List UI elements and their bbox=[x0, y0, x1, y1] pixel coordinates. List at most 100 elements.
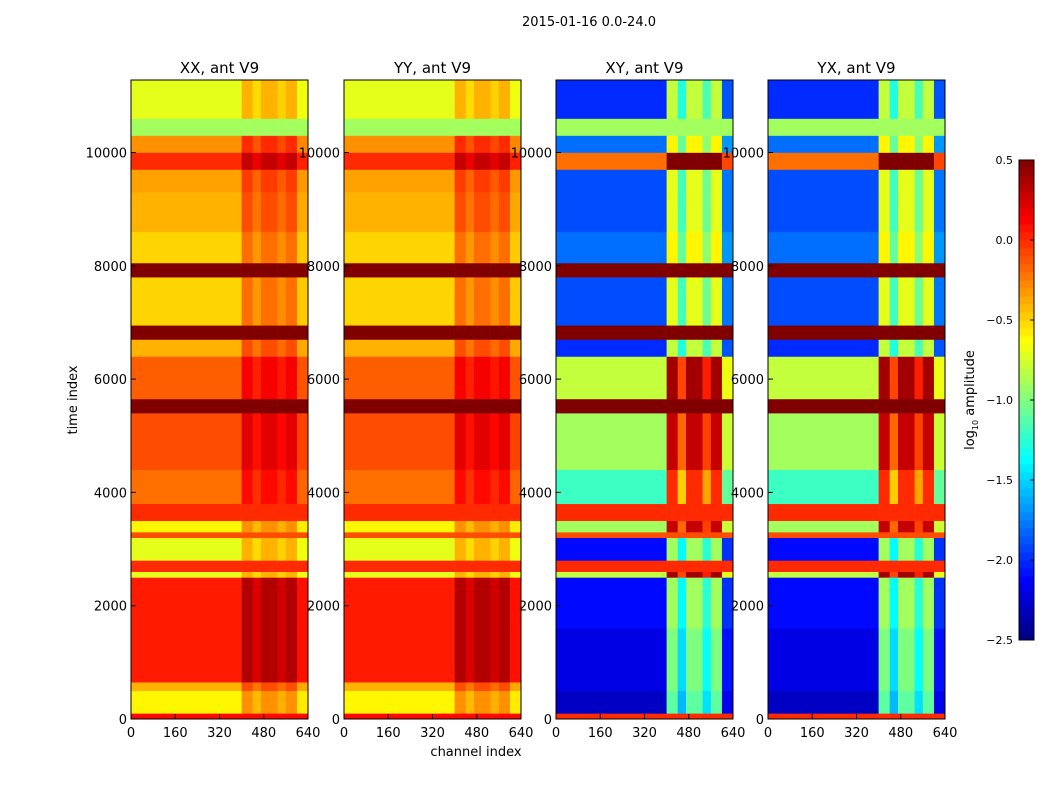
heatmap-cell bbox=[131, 469, 242, 505]
heatmap-cell bbox=[260, 560, 278, 573]
heatmap-cell bbox=[666, 413, 678, 471]
heatmap-cell bbox=[344, 152, 455, 170]
heatmap-cell bbox=[296, 231, 309, 264]
colorbar-segment bbox=[1019, 288, 1034, 297]
heatmap-cell bbox=[702, 469, 712, 505]
y-tick-label: 6000 bbox=[731, 373, 764, 388]
heatmap-cell bbox=[344, 356, 455, 400]
heatmap-cell bbox=[677, 398, 687, 414]
heatmap-cell bbox=[677, 560, 687, 573]
heatmap-cell bbox=[498, 520, 511, 533]
heatmap-cell bbox=[454, 135, 466, 153]
heatmap-cell bbox=[897, 192, 915, 233]
heatmap-cell bbox=[768, 80, 879, 119]
heatmap-cell bbox=[933, 682, 946, 691]
heatmap-cell bbox=[260, 577, 278, 629]
heatmap-cell bbox=[889, 682, 899, 691]
heatmap-cell bbox=[897, 571, 915, 578]
heatmap-cell bbox=[710, 325, 723, 340]
heatmap-cell bbox=[490, 169, 500, 193]
heatmap-cell bbox=[252, 192, 262, 233]
heatmap-cell bbox=[556, 469, 667, 505]
heatmap-cell bbox=[296, 398, 309, 414]
heatmap-cell bbox=[768, 413, 879, 471]
colorbar-segment bbox=[1019, 368, 1034, 377]
heatmap-cell bbox=[878, 713, 890, 720]
heatmap-cell bbox=[556, 339, 667, 357]
heatmap-cell bbox=[685, 339, 703, 357]
heatmap-cell bbox=[465, 398, 475, 414]
heatmap-cell bbox=[490, 277, 500, 326]
heatmap-cell bbox=[260, 192, 278, 233]
heatmap-cell bbox=[131, 503, 242, 522]
heatmap-cell bbox=[454, 356, 466, 400]
heatmap-cell bbox=[473, 713, 491, 720]
heatmap-cell bbox=[933, 356, 946, 400]
heatmap-cell bbox=[241, 339, 253, 357]
heatmap-cell bbox=[465, 277, 475, 326]
heatmap-cell bbox=[296, 520, 309, 533]
heatmap-cell bbox=[922, 277, 935, 326]
heatmap-cell bbox=[914, 469, 924, 505]
heatmap-cell bbox=[490, 713, 500, 720]
heatmap-cell bbox=[710, 135, 723, 153]
heatmap-cell bbox=[666, 532, 678, 539]
heatmap-cell bbox=[509, 571, 522, 578]
heatmap-cell bbox=[252, 469, 262, 505]
y-tick-label: 8000 bbox=[307, 260, 340, 275]
heatmap-cell bbox=[241, 398, 253, 414]
heatmap-cell bbox=[914, 339, 924, 357]
panel-title: XY, ant V9 bbox=[605, 59, 683, 77]
heatmap-cell bbox=[768, 469, 879, 505]
heatmap-cell bbox=[473, 682, 491, 691]
heatmap-cell bbox=[666, 135, 678, 153]
heatmap-cell bbox=[914, 537, 924, 561]
heatmap-cell bbox=[131, 560, 242, 573]
heatmap-cell bbox=[768, 169, 879, 193]
y-tick-label: 6000 bbox=[519, 373, 552, 388]
heatmap-cell bbox=[509, 469, 522, 505]
y-axis-label: time index bbox=[66, 365, 81, 434]
heatmap-cell bbox=[241, 560, 253, 573]
heatmap-cell bbox=[509, 118, 522, 136]
heatmap-cell bbox=[889, 532, 899, 539]
heatmap-cell bbox=[454, 398, 466, 414]
y-tick-label: 10000 bbox=[723, 147, 764, 162]
colorbar-segment bbox=[1019, 456, 1034, 465]
heatmap-cell bbox=[498, 325, 511, 340]
panel-yx: YX, ant V9 0 160 320 480 640 0 2000 4000 6000 8000… bbox=[723, 59, 958, 741]
heatmap-cell bbox=[878, 80, 890, 119]
heatmap-cell bbox=[260, 571, 278, 578]
heatmap-cell bbox=[666, 262, 678, 278]
heatmap-cell bbox=[666, 356, 678, 400]
heatmap-cell bbox=[685, 537, 703, 561]
colorbar-segment bbox=[1019, 264, 1034, 273]
heatmap-cell bbox=[914, 356, 924, 400]
heatmap-cell bbox=[922, 152, 935, 170]
heatmap-cell bbox=[922, 80, 935, 119]
heatmap-cell bbox=[490, 469, 500, 505]
heatmap-cell bbox=[277, 503, 287, 522]
heatmap-cell bbox=[666, 277, 678, 326]
heatmap-cell bbox=[252, 356, 262, 400]
colorbar-segment bbox=[1019, 624, 1034, 633]
heatmap-cell bbox=[878, 537, 890, 561]
heatmap-cell bbox=[889, 325, 899, 340]
heatmap-cell bbox=[889, 577, 899, 629]
heatmap-cell bbox=[933, 231, 946, 264]
heatmap-cell bbox=[878, 690, 890, 714]
heatmap-cell bbox=[296, 118, 309, 136]
heatmap-cell bbox=[252, 520, 262, 533]
heatmap-cell bbox=[277, 192, 287, 233]
heatmap-cell bbox=[914, 325, 924, 340]
y-tick-label: 2000 bbox=[307, 600, 340, 615]
heatmap-cell bbox=[922, 682, 935, 691]
heatmap-cell bbox=[710, 503, 723, 522]
x-tick-label: 480 bbox=[251, 726, 276, 741]
heatmap-cell bbox=[889, 520, 899, 533]
heatmap-cell bbox=[702, 398, 712, 414]
heatmap-cell bbox=[509, 413, 522, 471]
colorbar-tick-label: −2.0 bbox=[986, 554, 1013, 567]
heatmap-cell bbox=[260, 356, 278, 400]
heatmap-cell bbox=[666, 628, 678, 683]
